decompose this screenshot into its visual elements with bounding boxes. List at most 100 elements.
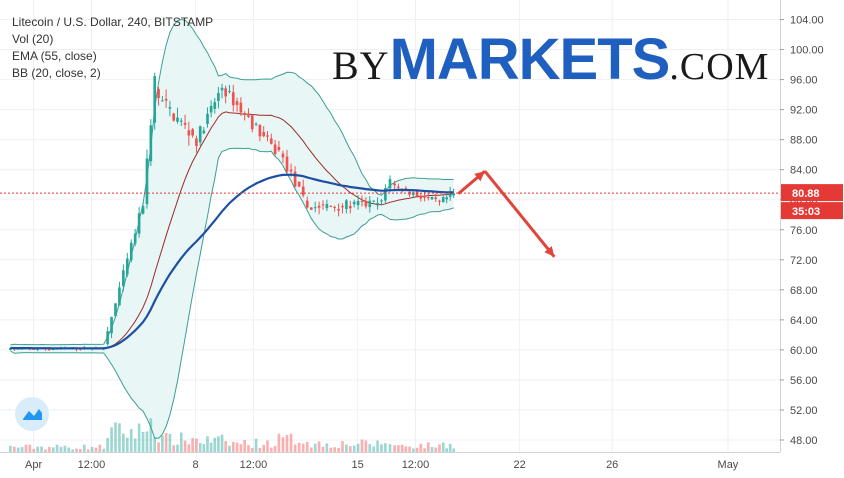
candle-body xyxy=(419,195,423,199)
y-tick-label: 100.00 xyxy=(790,45,824,57)
volume-bar xyxy=(445,448,449,452)
legend-ema[interactable]: EMA (55, close) xyxy=(12,49,97,63)
candle-body xyxy=(269,138,273,144)
forecast-arrowhead-up xyxy=(474,171,485,182)
volume-bar xyxy=(75,448,78,452)
candle-body xyxy=(368,200,372,208)
candle-body xyxy=(445,197,449,200)
candle-body xyxy=(243,113,247,115)
volume-bar xyxy=(63,445,67,452)
bb-fill xyxy=(10,19,454,439)
candle-body xyxy=(129,242,133,261)
candle-body xyxy=(277,146,281,151)
volume-bar xyxy=(393,445,396,452)
tradingview-logo-icon[interactable] xyxy=(15,397,49,431)
x-tick-label: 12:00 xyxy=(78,459,106,471)
volume-bar xyxy=(114,422,117,452)
candle-body xyxy=(380,200,383,202)
y-tick-label: 56.00 xyxy=(790,375,818,387)
last-price-badge xyxy=(781,184,843,202)
volume-bar xyxy=(79,448,82,452)
x-tick-label: 12:00 xyxy=(240,459,268,471)
candle-body xyxy=(285,156,289,172)
legend-bollinger[interactable]: BB (20, close, 2) xyxy=(12,66,101,80)
volume-bar xyxy=(352,445,356,452)
volume-bar xyxy=(305,441,309,452)
volume-bar xyxy=(153,437,157,452)
candle-body xyxy=(206,113,209,124)
volume-bar xyxy=(145,431,149,452)
candle-body xyxy=(209,106,213,113)
volume-bar xyxy=(125,437,129,452)
volume-bar xyxy=(86,449,90,452)
volume-bar xyxy=(122,433,125,452)
volume-bar xyxy=(16,447,20,452)
volume-bar xyxy=(51,447,55,452)
volume-bar xyxy=(285,434,289,452)
volume-bar xyxy=(102,448,106,452)
legend-symbol[interactable]: Litecoin / U.S. Dollar, 240, BITSTAMP xyxy=(12,15,214,29)
candle-body xyxy=(372,200,376,202)
candle-body xyxy=(224,88,227,97)
volume-bar xyxy=(345,444,348,452)
volume-bar xyxy=(356,443,360,452)
volume-bar xyxy=(408,446,411,452)
volume-bar xyxy=(202,444,206,452)
candle-body xyxy=(434,197,438,200)
volume-bar xyxy=(269,447,273,452)
volume-bar xyxy=(110,427,113,452)
bb-upper-line xyxy=(10,18,454,346)
volume-bar xyxy=(372,446,376,452)
volume-bar xyxy=(20,447,24,452)
volume-bar xyxy=(164,432,168,452)
candle-body xyxy=(183,122,187,125)
volume-bar xyxy=(441,442,445,452)
candle-body xyxy=(341,206,344,208)
candle-body xyxy=(388,179,392,189)
candle-body xyxy=(247,115,250,117)
legend-volume[interactable]: Vol (20) xyxy=(12,32,54,46)
volume-bar xyxy=(187,444,191,452)
volume-bar xyxy=(198,442,202,452)
candle-body xyxy=(191,129,194,136)
volume-bar xyxy=(415,447,419,452)
volume-bar xyxy=(228,445,231,452)
candle-body xyxy=(235,101,239,105)
volume-bar xyxy=(419,443,423,452)
candle-body xyxy=(356,200,360,206)
volume-bar xyxy=(404,446,408,452)
volume-bar xyxy=(325,443,329,452)
candle-body xyxy=(161,100,164,102)
candle-body xyxy=(36,349,39,351)
volume-bar xyxy=(297,442,301,452)
volume-bars xyxy=(9,418,455,452)
candle-body xyxy=(273,144,277,155)
volume-bar xyxy=(266,440,269,452)
candle-body xyxy=(125,258,129,275)
volume-bar xyxy=(254,438,258,452)
candle-body xyxy=(448,191,452,197)
bb-lower-line xyxy=(10,147,454,439)
candle-body xyxy=(266,135,269,137)
ema-line xyxy=(10,173,454,350)
volume-bar xyxy=(141,431,145,452)
volume-bar xyxy=(239,444,243,452)
x-tick-label: 15 xyxy=(351,459,363,471)
y-tick-label: 52.00 xyxy=(790,405,818,417)
volume-bar xyxy=(137,423,141,452)
volume-bar xyxy=(40,446,43,452)
volume-bar xyxy=(82,444,86,452)
y-tick-label: 64.00 xyxy=(790,315,818,327)
candle-body xyxy=(118,287,121,306)
forecast-arrow-down xyxy=(483,170,556,258)
candle-body xyxy=(384,188,387,201)
volume-bar xyxy=(400,444,404,452)
volume-bar xyxy=(28,444,32,452)
candle-body xyxy=(438,200,441,202)
candle-body xyxy=(145,158,149,205)
volume-bar xyxy=(32,448,36,452)
candle-body xyxy=(415,191,419,197)
volume-bar xyxy=(106,438,109,452)
